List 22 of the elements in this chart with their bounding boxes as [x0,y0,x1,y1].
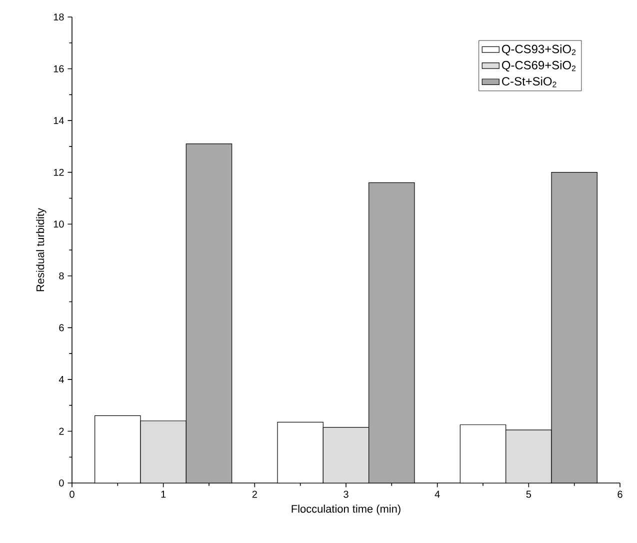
y-tick-label: 8 [59,272,64,280]
y-tick-label: 4 [58,376,64,383]
legend-label: Q-CS69+SiO$_{2}$ [502,60,576,72]
y-tick-label: 6 [59,324,64,332]
y-tick-label: 14 [54,117,64,124]
y-tick-label: 2 [59,428,64,435]
legend-label: Q-CS93+SiO$_{2}$ [502,44,576,56]
y-tick-label: 10 [54,220,64,228]
x-tick-label: 0 [70,490,74,498]
y-tick-label: 0 [59,479,64,487]
y-tick-label: 12 [54,168,64,176]
legend-label: C-St+SiO$_{2}$ [502,76,556,88]
y-tick-label: 18 [54,13,64,21]
x-tick-label: 3 [344,490,348,498]
x-axis-title: Flocculation time (min) [292,504,400,515]
x-tick-label: 6 [618,490,622,498]
x-tick-label: 4 [434,490,440,498]
x-tick-label: 2 [252,490,257,498]
y-axis-title: Residual turbidity [36,208,46,292]
x-tick-label: 5 [526,490,532,498]
x-tick-label: 1 [161,490,166,498]
y-tick-label: 16 [54,65,64,72]
